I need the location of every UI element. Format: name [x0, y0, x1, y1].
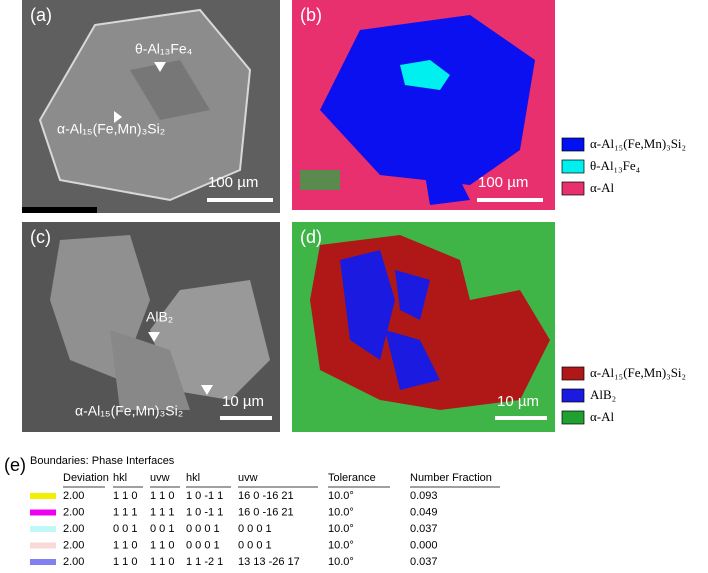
legend-swatch — [561, 159, 585, 174]
table: Deviation hkl uvw hkl uvw Tolerance Number Fra… — [30, 472, 500, 568]
table-cell: 2.00 — [63, 490, 84, 502]
annotation: α-Al₁₅(Fe,Mn)₃Si₂ — [75, 403, 183, 419]
column-header: Tolerance — [328, 472, 376, 484]
panel-label: (c) — [30, 227, 51, 247]
table-cell: 2.00 — [63, 556, 84, 568]
column-header: uvw — [238, 472, 258, 484]
legend-swatch — [561, 410, 585, 425]
legend: α-Al₁₅(Fe,Mn)₃Si₂ AlB₂ α-Al — [561, 365, 686, 425]
column-header: hkl — [186, 472, 200, 484]
column-header: Deviation — [63, 472, 109, 484]
legend-label: α-Al₁₅(Fe,Mn)₃Si₂ — [590, 365, 686, 380]
table-cell: 0 0 0 1 — [186, 523, 220, 535]
table-cell: 16 0 -16 21 — [238, 506, 294, 518]
table-cell: 16 0 -16 21 — [238, 490, 294, 502]
row-swatch — [30, 542, 56, 549]
table-cell: 1 1 0 — [113, 539, 137, 551]
table-title: Boundaries: Phase Interfaces — [30, 455, 175, 467]
legend-label: α-Al₁₅(Fe,Mn)₃Si₂ — [590, 136, 686, 151]
row-swatch — [30, 559, 56, 565]
panel-label: (e) — [4, 455, 26, 475]
scale-bar-label: 10 µm — [497, 393, 539, 410]
table-cell: 10.0° — [328, 556, 354, 568]
scale-bar-label: 100 µm — [208, 174, 258, 191]
panel-b: (b) 100 µm — [292, 0, 555, 210]
table-cell: 2.00 — [63, 506, 84, 518]
row-swatch — [30, 509, 56, 516]
legend-label: θ-Al₁₃Fe₄ — [590, 158, 641, 173]
legend-swatch — [561, 137, 585, 152]
column-header: hkl — [113, 472, 127, 484]
table-cell: 10.0° — [328, 506, 354, 518]
panel-d: (d) 10 µm — [292, 222, 555, 432]
row-swatch — [30, 526, 56, 532]
annotation: AlB₂ — [146, 309, 173, 325]
table-cell: 10.0° — [328, 490, 354, 502]
table-cell: 1 1 0 — [150, 490, 174, 502]
scale-bar-label: 10 µm — [222, 393, 264, 410]
table-cell: 1 1 1 — [150, 506, 174, 518]
panel-label: (a) — [30, 5, 52, 25]
table-cell: 1 1 -2 1 — [186, 556, 223, 568]
table-cell: 1 0 -1 1 — [186, 506, 223, 518]
column-header: uvw — [150, 472, 170, 484]
panel-label: (d) — [300, 227, 322, 247]
table-cell: 1 1 0 — [150, 556, 174, 568]
legend-swatch — [561, 388, 585, 403]
table-cell: 0 0 1 — [113, 523, 137, 535]
table-cell: 2.00 — [63, 523, 84, 535]
table-cell: 1 1 0 — [150, 539, 174, 551]
legend-label: α-Al — [590, 409, 615, 424]
legend: α-Al₁₅(Fe,Mn)₃Si₂ θ-Al₁₃Fe₄ α-Al — [561, 136, 686, 196]
table-cell: 0.093 — [410, 490, 438, 502]
table-cell: 13 13 -26 17 — [238, 556, 300, 568]
column-header: Number Fraction — [410, 472, 492, 484]
annotation: α-Al₁₅(Fe,Mn)₃Si₂ — [57, 121, 165, 137]
table-cell: 0.037 — [410, 523, 438, 535]
panel-c: (c) AlB₂ α-Al₁₅(Fe,Mn)₃Si₂ 10 µm — [22, 222, 280, 432]
table-cell: 0 0 0 1 — [238, 523, 272, 535]
table-cell: 0 0 0 1 — [238, 539, 272, 551]
table-cell: 0.049 — [410, 506, 438, 518]
row-swatch — [30, 493, 56, 499]
table-cell: 1 1 0 — [113, 556, 137, 568]
table-cell: 0 0 1 — [150, 523, 174, 535]
legend-swatch — [561, 181, 585, 196]
table-cell: 10.0° — [328, 539, 354, 551]
legend-swatch — [561, 366, 585, 381]
legend-label: α-Al — [590, 180, 615, 195]
table-cell: 1 1 1 — [113, 506, 137, 518]
annotation: θ-Al₁₃Fe₄ — [135, 41, 193, 57]
table-cell: 0 0 0 1 — [186, 539, 220, 551]
table-cell: 1 1 0 — [113, 490, 137, 502]
table-cell: 10.0° — [328, 523, 354, 535]
legend-label: AlB₂ — [590, 387, 616, 402]
table-cell: 0.000 — [410, 539, 438, 551]
panel-a: (a) θ-Al₁₃Fe₄ α-Al₁₅(Fe,Mn)₃Si₂ 100 µm — [22, 0, 280, 213]
scale-bar-label: 100 µm — [478, 174, 528, 191]
table-cell: 0.037 — [410, 556, 438, 568]
table-cell: 1 0 -1 1 — [186, 490, 223, 502]
table-cell: 2.00 — [63, 539, 84, 551]
panel-label: (b) — [300, 5, 322, 25]
